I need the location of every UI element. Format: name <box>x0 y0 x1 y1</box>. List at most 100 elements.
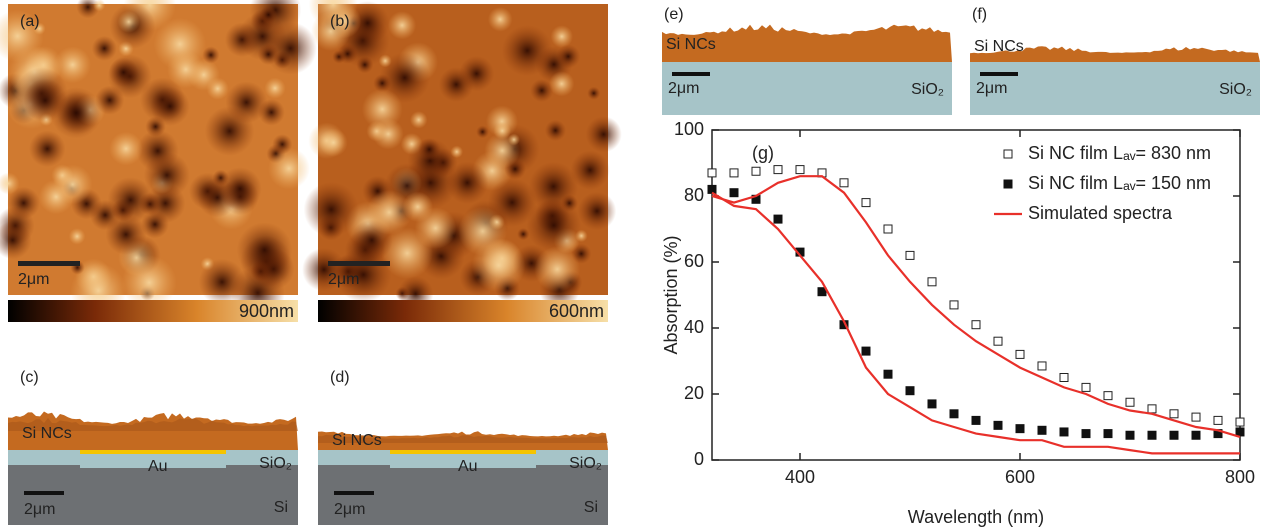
afm-texture <box>212 169 229 187</box>
afm-texture <box>493 121 512 140</box>
plot-frame <box>711 129 1241 461</box>
data-point <box>1235 427 1245 437</box>
afm-texture <box>534 246 581 293</box>
data-point <box>905 386 915 396</box>
data-point <box>1169 409 1179 419</box>
afm-texture <box>379 52 431 104</box>
panel-label: (c) <box>20 369 39 386</box>
afm-texture <box>373 74 392 93</box>
y-tick-label: 100 <box>674 119 704 139</box>
data-point <box>795 165 805 175</box>
scale-bar <box>328 261 390 266</box>
scale-label: 2μm <box>328 271 359 288</box>
scale-bar <box>672 72 710 76</box>
colorbar-label: 900nm <box>239 301 294 321</box>
data-point <box>729 168 739 178</box>
colorbar <box>8 300 298 322</box>
data-point <box>993 420 1003 430</box>
data-point <box>707 168 717 178</box>
data-point <box>1059 427 1069 437</box>
afm-texture <box>257 43 280 66</box>
data-point <box>1191 430 1201 440</box>
afm-texture <box>54 46 92 84</box>
layer-label: Si NCs <box>974 38 1024 55</box>
data-point <box>839 178 849 188</box>
afm-texture <box>202 46 220 64</box>
data-point <box>1037 361 1047 371</box>
afm-texture <box>570 150 610 190</box>
layer-label: Si NCs <box>666 36 716 53</box>
sim-line <box>711 191 1240 455</box>
afm-texture <box>356 56 374 74</box>
afm-texture <box>549 71 575 97</box>
data-point <box>1103 429 1113 439</box>
panel-label: (b) <box>330 13 350 30</box>
afm-texture <box>167 50 205 89</box>
sim-line <box>711 175 1241 438</box>
afm-texture <box>476 125 490 139</box>
afm-texture <box>259 5 278 24</box>
afm-texture <box>446 161 489 204</box>
afm-texture <box>91 35 117 61</box>
scale-label: 2μm <box>668 80 699 97</box>
data-point <box>971 320 981 330</box>
afm-texture <box>487 7 513 32</box>
y-tick-label: 80 <box>684 185 704 205</box>
scale-label: 2μm <box>976 80 1007 97</box>
afm-texture <box>530 78 554 103</box>
scale-bar <box>24 491 64 495</box>
data-point <box>1147 404 1157 414</box>
layer-label: SiO₂ <box>1219 81 1252 98</box>
afm-texture <box>236 222 293 278</box>
afm-texture <box>507 133 520 146</box>
afm-texture <box>471 238 526 293</box>
panel-label: (g) <box>752 143 774 163</box>
afm-texture <box>361 88 403 130</box>
data-point <box>883 369 893 379</box>
nc-layer <box>662 24 952 63</box>
data-point <box>927 399 937 409</box>
data-point <box>1103 391 1113 401</box>
afm-texture <box>366 189 412 235</box>
sio2-layer <box>970 62 1260 115</box>
data-point <box>1015 349 1025 359</box>
data-point <box>1191 412 1201 422</box>
afm-texture <box>267 147 310 190</box>
data-point <box>1081 382 1091 392</box>
layer-label: SiO₂ <box>911 81 944 98</box>
scale-label: 2μm <box>334 501 365 518</box>
afm-texture <box>52 164 93 205</box>
nc-layer-shade <box>8 418 298 431</box>
legend-label: Si NC film Lₐᵥ= 830 nm <box>1028 143 1211 163</box>
legend-label: Simulated spectra <box>1028 203 1173 223</box>
afm-texture <box>560 194 579 212</box>
afm-texture <box>587 86 601 100</box>
data-point <box>1015 424 1025 434</box>
afm-texture <box>556 44 581 69</box>
afm-texture <box>487 177 537 227</box>
x-axis-label: Wavelength (nm) <box>908 507 1044 527</box>
data-point <box>729 188 739 198</box>
afm-texture <box>409 111 428 129</box>
afm-texture <box>438 66 474 102</box>
panel-label: (e) <box>664 6 684 23</box>
afm-texture <box>150 86 190 126</box>
afm-texture <box>23 78 67 123</box>
scale-label: 2μm <box>18 271 49 288</box>
afm-texture <box>143 152 190 199</box>
au-layer <box>80 450 226 454</box>
sio2-step <box>80 452 226 468</box>
layer-label: Si NCs <box>22 425 72 442</box>
data-point <box>971 415 981 425</box>
nc-layer <box>970 46 1260 62</box>
layer-label: SiO₂ <box>569 455 602 472</box>
afm-texture <box>544 119 567 142</box>
afm-texture <box>33 22 46 35</box>
afm-texture <box>107 177 154 224</box>
afm-texture <box>117 10 140 33</box>
data-point <box>861 198 871 208</box>
y-tick-label: 0 <box>694 449 704 469</box>
data-point <box>949 300 959 310</box>
afm-texture <box>68 228 86 245</box>
